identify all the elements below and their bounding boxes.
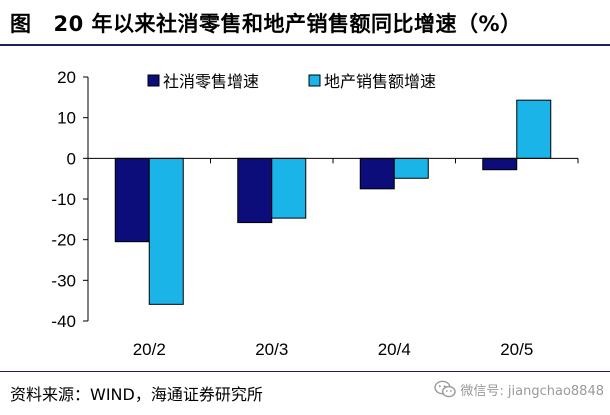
x-axis: 20/2 20/3 20/4 20/5 [87, 157, 579, 359]
watermark-text: 微信号: jiangchao8848 [460, 383, 604, 399]
source-note: 资料来源：WIND，海通证券研究所 [10, 385, 263, 404]
bar-property-20-2 [148, 157, 184, 305]
x-tick-label: 20/5 [500, 340, 533, 359]
bars [114, 99, 552, 305]
x-tick-label: 20/3 [255, 340, 288, 359]
chart-title: 20 年以来社消零售和地产销售额同比增速（%） [53, 12, 522, 36]
bar-retail-20-4 [359, 157, 395, 190]
y-tick-label: -10 [51, 190, 76, 209]
y-tick-label: -40 [51, 312, 76, 331]
bar-retail-20-2 [114, 157, 150, 243]
wechat-watermark: 微信号: jiangchao8848 [434, 377, 604, 401]
y-tick-label: -30 [51, 271, 76, 290]
y-axis: -40 -30 -20 -10 0 10 20 [51, 68, 89, 331]
x-tick-label: 20/4 [378, 340, 411, 359]
bar-retail-20-3 [237, 157, 273, 224]
y-tick-label: 10 [57, 109, 76, 128]
bar-property-20-5 [516, 99, 552, 159]
bar-property-20-3 [271, 157, 307, 219]
legend-swatch [308, 74, 321, 87]
bar-property-20-4 [393, 157, 429, 179]
legend-swatch [147, 74, 160, 87]
wechat-icon [434, 380, 457, 398]
bar-retail-20-5 [482, 157, 518, 171]
figure-label: 图 [10, 12, 32, 36]
figure-title: 图 20 年以来社消零售和地产销售额同比增速（%） [10, 8, 522, 38]
bar-chart: -40 -30 -20 -10 0 10 20 20/2 20/3 20/4 20/5 社消零售增… [51, 68, 579, 359]
legend-label: 地产销售额增速 [324, 72, 436, 91]
footer-rule [0, 371, 610, 372]
y-tick-label: 0 [67, 149, 76, 168]
y-tick-label: -20 [51, 231, 76, 250]
legend-label: 社消零售增速 [163, 72, 259, 91]
x-tick-label: 20/2 [133, 340, 166, 359]
legend: 社消零售增速 地产销售额增速 [147, 72, 436, 91]
header-rule [0, 44, 610, 46]
figure-header: 图 20 年以来社消零售和地产销售额同比增速（%） [0, 0, 610, 46]
y-tick-label: 20 [57, 68, 76, 87]
